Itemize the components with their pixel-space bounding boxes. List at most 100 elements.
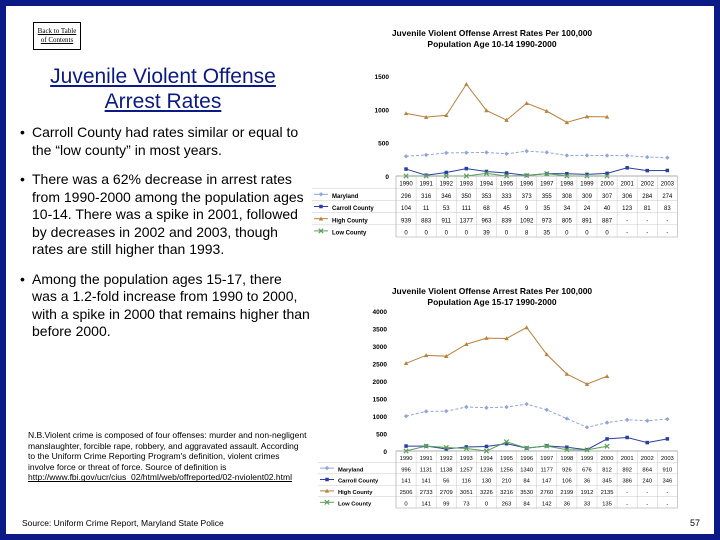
data-point-high xyxy=(524,325,529,330)
table-value-high: 891 xyxy=(582,218,593,224)
data-point-maryland xyxy=(464,404,469,410)
data-point-high xyxy=(604,374,610,379)
data-point-maryland xyxy=(403,413,409,419)
y-tick-label: 1000 xyxy=(375,107,390,114)
table-category-label: 1998 xyxy=(560,456,573,462)
data-point-carroll xyxy=(404,167,408,171)
table-value-maryland: 284 xyxy=(642,194,653,200)
table-value-maryland: 274 xyxy=(662,194,673,200)
data-point-maryland xyxy=(423,409,429,414)
table-value-low: 142 xyxy=(542,502,552,508)
table-category-label: 1999 xyxy=(580,182,594,188)
table-value-maryland: 1131 xyxy=(420,467,432,473)
table-value-maryland: 333 xyxy=(502,194,513,200)
back-to-table-of-contents-link[interactable]: Back to Table of Contents xyxy=(33,22,81,50)
legend-marker-high xyxy=(324,488,330,493)
table-value-maryland: 309 xyxy=(582,194,593,200)
table-value-low: - xyxy=(666,502,668,508)
data-point-maryland xyxy=(484,405,489,410)
definition-source-link[interactable]: http://www.fbi.gov/ucr/cius_02/html/web/… xyxy=(28,472,292,483)
data-point-carroll xyxy=(565,171,569,176)
table-value-low: 39 xyxy=(483,231,490,237)
table-category-label: 2002 xyxy=(641,182,655,188)
table-value-maryland: 306 xyxy=(622,194,633,200)
table-value-low: 99 xyxy=(443,502,449,508)
data-point-maryland xyxy=(624,417,630,422)
table-value-carroll: 111 xyxy=(462,206,472,212)
table-category-label: 1995 xyxy=(500,456,513,462)
table-value-high: - xyxy=(646,490,648,496)
data-point-high xyxy=(444,113,449,118)
table-category-label: 1992 xyxy=(440,182,454,188)
data-point-high xyxy=(464,82,469,86)
data-point-maryland xyxy=(584,425,590,430)
table-category-label: 2000 xyxy=(600,182,614,188)
table-value-high: 2733 xyxy=(420,490,433,496)
data-point-carroll xyxy=(625,435,629,440)
data-point-carroll xyxy=(625,166,629,170)
legend-label-high: High County xyxy=(338,490,373,496)
table-value-carroll: 116 xyxy=(462,479,471,485)
data-point-maryland xyxy=(504,151,509,156)
data-point-carroll xyxy=(665,168,670,173)
table-value-carroll: 130 xyxy=(482,479,492,485)
table-value-maryland: 1138 xyxy=(440,467,452,473)
table-category-label: 1995 xyxy=(500,182,514,188)
definition-note: N.B.Violent crime is composed of four of… xyxy=(28,430,308,483)
data-point-low-b xyxy=(483,170,490,177)
table-value-carroll: 386 xyxy=(622,479,632,485)
data-point-maryland xyxy=(604,153,610,158)
table-value-maryland: 1340 xyxy=(520,467,533,473)
data-point-carroll xyxy=(484,444,489,449)
table-value-low: 84 xyxy=(523,502,530,508)
table-value-low: 263 xyxy=(502,502,512,508)
table-category-label: 1991 xyxy=(420,456,433,462)
table-value-low: 0 xyxy=(465,231,469,237)
table-category-label: 1997 xyxy=(540,456,553,462)
data-point-maryland xyxy=(484,150,489,155)
table-value-high: 2760 xyxy=(540,490,553,496)
y-tick-label: 0 xyxy=(385,174,389,181)
data-point-carroll xyxy=(484,169,489,174)
table-value-carroll: 123 xyxy=(622,206,633,212)
table-value-carroll: 83 xyxy=(664,206,671,212)
data-point-high xyxy=(423,114,429,119)
table-category-label: 1998 xyxy=(560,182,574,188)
data-point-low-b xyxy=(524,172,530,179)
y-tick-label: 500 xyxy=(378,141,389,148)
data-point-low-b xyxy=(584,447,590,453)
legend-label-maryland: Maryland xyxy=(338,467,364,473)
table-category-label: 1996 xyxy=(520,182,534,188)
data-point-low-b xyxy=(463,445,469,452)
legend-marker-low-b xyxy=(324,499,330,505)
table-category-label: 1990 xyxy=(399,182,413,188)
legend-label-high: High County xyxy=(332,218,368,224)
table-value-maryland: 346 xyxy=(441,194,452,200)
table-value-high: 911 xyxy=(441,218,451,224)
y-tick-label: 3500 xyxy=(373,327,388,334)
table-value-carroll: 210 xyxy=(502,479,512,485)
table-value-maryland: 864 xyxy=(642,467,652,473)
table-category-label: 1993 xyxy=(460,456,473,462)
table-value-maryland: 926 xyxy=(562,467,572,473)
legend-marker-low-b xyxy=(318,228,324,234)
data-point-carroll xyxy=(605,437,609,441)
data-point-carroll xyxy=(645,168,650,173)
data-point-carroll xyxy=(404,444,408,448)
table-category-label: 2001 xyxy=(621,456,634,462)
data-point-high xyxy=(403,361,409,366)
table-value-high: - xyxy=(666,490,668,496)
data-point-low-b xyxy=(604,443,610,449)
table-value-carroll: 34 xyxy=(564,206,571,212)
table-category-label: 1990 xyxy=(400,456,413,462)
table-value-carroll: 84 xyxy=(523,479,530,485)
table-value-maryland: 316 xyxy=(421,194,432,200)
table-value-maryland: 996 xyxy=(401,467,411,473)
table-value-low: 0 xyxy=(565,231,569,237)
y-tick-label: 2500 xyxy=(373,362,388,369)
table-value-maryland: 355 xyxy=(542,194,553,200)
table-value-carroll: 81 xyxy=(644,206,651,212)
table-value-high: 805 xyxy=(562,218,573,224)
table-value-high: - xyxy=(626,218,628,224)
bullet-item: Among the population ages 15-17, there w… xyxy=(20,271,310,341)
